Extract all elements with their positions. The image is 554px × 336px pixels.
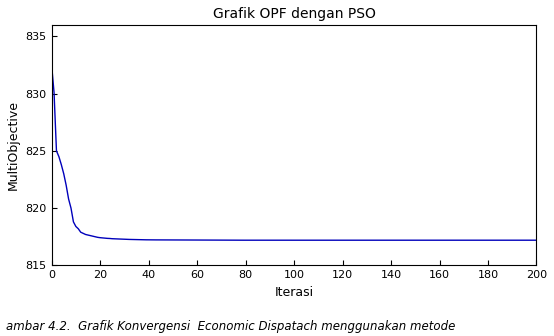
Y-axis label: MultiObjective: MultiObjective xyxy=(7,100,20,190)
X-axis label: Iterasi: Iterasi xyxy=(274,286,314,299)
Text: ambar 4.2.  Grafik Konvergensi  Economic Dispatach menggunakan metode: ambar 4.2. Grafik Konvergensi Economic D… xyxy=(6,320,455,333)
Title: Grafik OPF dengan PSO: Grafik OPF dengan PSO xyxy=(213,7,376,21)
